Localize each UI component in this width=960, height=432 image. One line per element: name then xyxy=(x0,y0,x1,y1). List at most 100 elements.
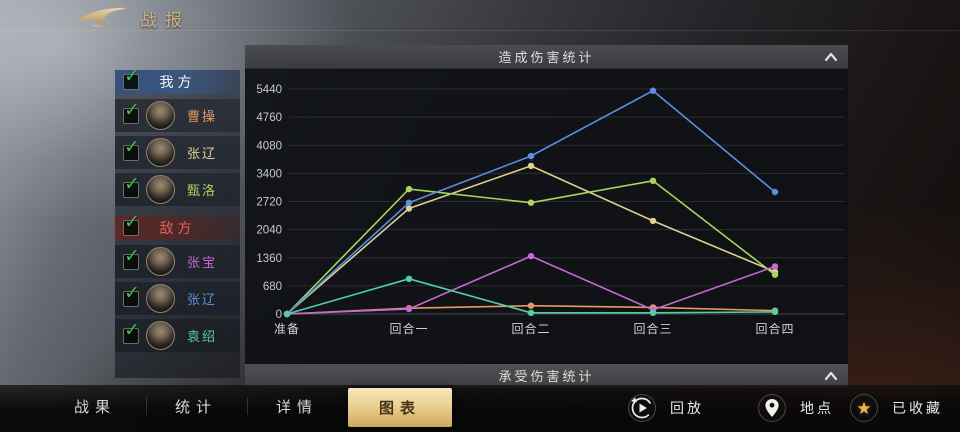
checkbox[interactable]: ✓ xyxy=(123,284,140,307)
back-icon[interactable] xyxy=(72,5,130,31)
damage-dealt-header[interactable]: 造成伤害统计 xyxy=(245,45,848,69)
damage-dealt-title: 造成伤害统计 xyxy=(498,50,595,65)
check-icon: ✓ xyxy=(124,319,140,341)
check-icon: ✓ xyxy=(124,66,140,87)
group-label: 敌方 xyxy=(159,220,196,236)
data-point xyxy=(649,217,657,225)
x-tick-label: 回合四 xyxy=(755,321,794,336)
data-point xyxy=(405,205,413,212)
data-point xyxy=(405,275,413,282)
y-tick-label: 1360 xyxy=(256,253,282,265)
data-point xyxy=(527,252,535,260)
data-point xyxy=(405,199,413,206)
bottom-tab-bar: 战果 统计 详情 图表 回放 地点 ★ 已收藏 xyxy=(0,385,960,432)
checkbox[interactable]: ✓ xyxy=(123,247,140,270)
check-icon: ✓ xyxy=(124,99,140,121)
tab-统计[interactable]: 统计 xyxy=(174,398,217,416)
data-point xyxy=(771,188,779,196)
data-point xyxy=(771,308,779,316)
group-label: 我方 xyxy=(159,74,196,90)
data-point xyxy=(405,305,413,313)
data-point xyxy=(527,152,535,160)
check-icon: ✓ xyxy=(124,136,140,158)
chart-panel: 造成伤害统计 0 680 1360 2040 2720 3400 4080 4760 5440 准… xyxy=(245,45,848,388)
action-已收藏[interactable]: ★ 已收藏 xyxy=(850,393,943,423)
star-icon: ★ xyxy=(850,394,878,422)
y-tick-label: 2040 xyxy=(256,225,282,237)
sidebar-group-header-enemy[interactable]: ✓ 敌方 xyxy=(115,213,240,240)
checkbox[interactable]: ✓ xyxy=(123,321,140,344)
data-point xyxy=(527,302,535,309)
star-glyph: ★ xyxy=(856,398,872,418)
member-name: 张宝 xyxy=(187,255,218,270)
member-name: 甄洛 xyxy=(187,183,218,198)
data-point xyxy=(649,87,657,94)
top-bar: 战报 xyxy=(0,0,960,34)
y-tick-label: 5440 xyxy=(256,84,282,96)
action-label: 已收藏 xyxy=(892,400,943,416)
sidebar-group-header-ally[interactable]: ✓ 我方 xyxy=(115,67,240,94)
checkbox[interactable]: ✓ xyxy=(123,67,140,90)
y-tick-label: 4080 xyxy=(256,140,282,152)
avatar xyxy=(146,321,175,350)
x-tick-label: 回合二 xyxy=(511,321,550,336)
x-tick-label: 准备 xyxy=(274,322,300,336)
y-tick-label: 4760 xyxy=(256,112,282,124)
member-name: 张辽 xyxy=(187,146,218,161)
data-point xyxy=(405,185,413,193)
data-point xyxy=(771,271,779,278)
damage-taken-title: 承受伤害统计 xyxy=(498,369,595,384)
action-label: 地点 xyxy=(800,400,834,416)
y-tick-label: 3400 xyxy=(256,168,282,180)
member-name: 张辽 xyxy=(187,292,218,307)
avatar xyxy=(146,247,175,276)
replay-icon xyxy=(628,394,656,422)
legend-sidebar: ✓ 我方 ✓ 曹操 ✓ 张辽 ✓ 甄洛 ✓ 敌方 ✓ 张宝 ✓ 张辽 ✓ 袁绍 xyxy=(115,67,240,378)
member-name: 袁绍 xyxy=(187,329,218,344)
data-point xyxy=(649,309,657,316)
legend-member-row[interactable]: ✓ 甄洛 xyxy=(115,173,240,206)
checkbox[interactable]: ✓ xyxy=(123,213,140,236)
check-icon: ✓ xyxy=(124,173,140,195)
damage-taken-header[interactable]: 承受伤害统计 xyxy=(245,364,848,388)
tab-详情[interactable]: 详情 xyxy=(275,398,318,416)
member-name: 曹操 xyxy=(187,109,218,124)
tab-战果[interactable]: 战果 xyxy=(73,398,116,416)
location-pin-icon xyxy=(758,394,786,422)
x-tick-label: 回合三 xyxy=(633,321,672,336)
legend-member-row[interactable]: ✓ 曹操 xyxy=(115,99,240,132)
avatar xyxy=(146,284,175,313)
tab-图表[interactable]: 图表 xyxy=(348,388,452,427)
tab-separator xyxy=(247,397,248,415)
action-地点[interactable]: 地点 xyxy=(758,393,834,423)
y-tick-label: 680 xyxy=(263,281,282,293)
avatar xyxy=(146,175,175,204)
x-tick-label: 回合一 xyxy=(389,321,428,336)
data-point xyxy=(649,177,657,184)
legend-member-row[interactable]: ✓ 张宝 xyxy=(115,245,240,278)
data-point xyxy=(771,263,779,270)
data-point xyxy=(527,199,535,206)
chevron-up-icon[interactable] xyxy=(824,369,838,381)
legend-member-row[interactable]: ✓ 张辽 xyxy=(115,136,240,169)
check-icon: ✓ xyxy=(124,212,140,233)
checkbox[interactable]: ✓ xyxy=(123,138,140,161)
chevron-up-icon[interactable] xyxy=(824,50,838,62)
data-point xyxy=(527,309,535,316)
avatar xyxy=(146,138,175,167)
action-label: 回放 xyxy=(670,400,704,416)
y-tick-label: 0 xyxy=(276,309,282,321)
avatar xyxy=(146,101,175,130)
data-point xyxy=(283,310,291,318)
checkbox[interactable]: ✓ xyxy=(123,175,140,198)
page-title: 战报 xyxy=(140,11,190,30)
legend-member-row[interactable]: ✓ 袁绍 xyxy=(115,319,240,352)
checkbox[interactable]: ✓ xyxy=(123,101,140,124)
action-回放[interactable]: 回放 xyxy=(628,393,704,423)
y-tick-label: 2720 xyxy=(256,197,282,209)
legend-member-row[interactable]: ✓ 张辽 xyxy=(115,282,240,315)
line-chart: 0 680 1360 2040 2720 3400 4080 4760 5440 准备 回合一 回合二… xyxy=(245,69,848,364)
tab-separator xyxy=(146,397,147,415)
check-icon: ✓ xyxy=(124,282,140,304)
